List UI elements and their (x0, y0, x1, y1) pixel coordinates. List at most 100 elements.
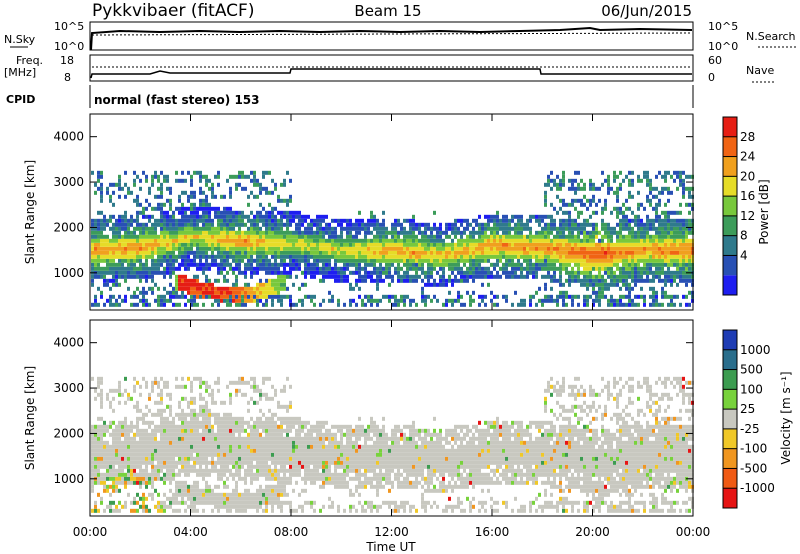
power-cell (208, 234, 211, 239)
power-cell (217, 262, 220, 267)
power-cell (307, 214, 310, 219)
power-cell (169, 218, 172, 223)
power-cell (631, 234, 634, 239)
power-cell (589, 282, 592, 287)
velocity-cell (202, 428, 205, 433)
power-cell (256, 298, 259, 303)
cpid-row: CPID normal (fast stereo) 153 (6, 85, 694, 108)
power-cell (667, 214, 670, 219)
power-cell (535, 302, 538, 307)
power-cell (544, 242, 547, 247)
power-cell (376, 298, 379, 303)
power-cell (334, 234, 337, 239)
power-cell (502, 266, 505, 271)
power-cell (211, 182, 214, 187)
power-cell (310, 270, 313, 275)
power-cell (364, 254, 367, 259)
power-cell (439, 254, 442, 259)
power-cell (277, 294, 280, 299)
velocity-cell (205, 464, 208, 469)
power-cell (472, 266, 475, 271)
nave-tick-low: 0 (708, 71, 715, 84)
velocity-cell (220, 496, 223, 501)
power-cell (175, 266, 178, 271)
power-cell (505, 258, 508, 263)
power-cell (136, 218, 139, 223)
power-cell (328, 262, 331, 267)
power-cell (451, 298, 454, 303)
power-cell (505, 214, 508, 219)
power-cell (163, 226, 166, 231)
power-cell (655, 258, 658, 263)
power-cell (685, 222, 688, 227)
velocity-cell (139, 460, 142, 465)
velocity-cell (169, 504, 172, 509)
power-cell (361, 274, 364, 279)
power-cell (346, 250, 349, 255)
power-cell (688, 246, 691, 251)
power-cell (139, 290, 142, 295)
velocity-cell (109, 468, 112, 473)
velocity-cell (172, 452, 175, 457)
power-cell (673, 302, 676, 307)
power-cell (577, 210, 580, 215)
power-cell (667, 190, 670, 195)
power-cell (367, 258, 370, 263)
power-cell (577, 170, 580, 175)
power-cell (661, 218, 664, 223)
power-cell (496, 262, 499, 267)
velocity-cell (151, 480, 154, 485)
power-cell (379, 230, 382, 235)
velocity-cell (193, 460, 196, 465)
power-cell (463, 262, 466, 267)
velocity-cell (109, 500, 112, 505)
power-cell (412, 238, 415, 243)
velocity-cell (145, 480, 148, 485)
power-cell (625, 242, 628, 247)
power-cell (289, 210, 292, 215)
power-cell (664, 218, 667, 223)
power-cell (400, 250, 403, 255)
velocity-cell (208, 432, 211, 437)
power-cell (382, 294, 385, 299)
power-cell (337, 250, 340, 255)
power-cell (433, 262, 436, 267)
power-cell (235, 254, 238, 259)
power-cell (121, 222, 124, 227)
power-cell (157, 286, 160, 291)
power-cell (484, 226, 487, 231)
power-cell (124, 274, 127, 279)
power-cell (298, 234, 301, 239)
velocity-cell (202, 396, 205, 401)
power-cell (271, 266, 274, 271)
power-cell (292, 218, 295, 223)
power-cell (205, 178, 208, 183)
power-cell (112, 282, 115, 287)
velocity-cell (214, 468, 217, 473)
power-cell (601, 234, 604, 239)
power-cell (241, 294, 244, 299)
power-cell (445, 242, 448, 247)
power-cell (400, 274, 403, 279)
power-cell (298, 230, 301, 235)
power-cell (379, 266, 382, 271)
power-cell (664, 254, 667, 259)
power-cell (343, 246, 346, 251)
power-cell (109, 270, 112, 275)
velocity-cell (211, 456, 214, 461)
power-cell (565, 242, 568, 247)
power-cell (535, 290, 538, 295)
power-cell (547, 246, 550, 251)
power-cell (433, 226, 436, 231)
power-cell (367, 262, 370, 267)
power-cell (670, 226, 673, 231)
power-cell (118, 254, 121, 259)
power-cell (379, 234, 382, 239)
power-cell (454, 246, 457, 251)
velocity-cell (109, 420, 112, 425)
power-cell (661, 278, 664, 283)
velocity-cell (121, 428, 124, 433)
power-cell (286, 246, 289, 251)
power-cell (301, 238, 304, 243)
power-cell (121, 214, 124, 219)
